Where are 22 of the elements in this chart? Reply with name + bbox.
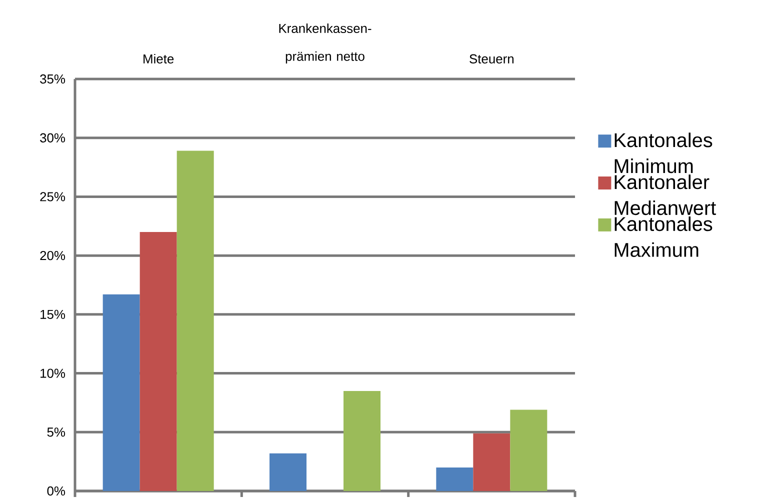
bar [436,467,474,491]
bar [510,410,548,491]
bar [270,453,307,491]
y-tick-label: 15% [40,310,66,319]
y-tick-label: 0% [47,486,66,496]
bar [473,433,510,491]
y-tick-label: 5% [47,428,66,437]
legend-label: Kantonales Minimum [614,132,712,174]
bar [102,294,140,491]
bar [176,150,214,491]
bar [344,390,381,491]
y-tick-label: 20% [40,250,66,260]
x-tick-label: Steuern [470,54,514,64]
y-tick-label: 10% [40,368,66,378]
category-label: Krankenkassen-prämien netto [279,24,372,64]
x-tick-label: Miete [144,54,174,64]
bar [140,232,177,491]
y-tick-label: 30% [40,133,66,142]
legend-label: Kantonales Maximum [614,216,712,257]
y-tick-label: 25% [40,192,66,202]
legend-label: Kantonaler Medianwert [614,174,716,216]
y-tick-label: 35% [40,74,66,84]
